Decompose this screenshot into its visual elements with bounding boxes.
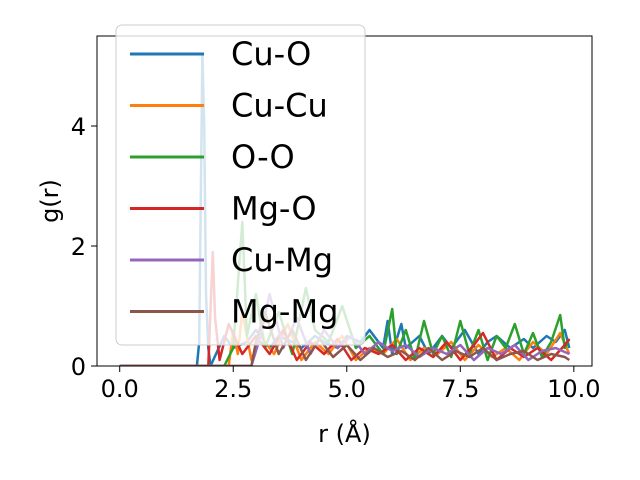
y-axis: 0 2 4: [71, 113, 97, 381]
x-axis-label: r (Å): [318, 419, 371, 448]
y-axis-label: g(r): [36, 179, 64, 223]
x-tick-label: 2.5: [214, 375, 252, 403]
x-tick-label: 0.0: [101, 375, 139, 403]
legend-label-mg-mg: Mg-Mg: [231, 293, 338, 331]
x-axis: 0.0 2.5 5.0 7.5 10.0: [101, 366, 601, 403]
legend-label-cu-o: Cu-O: [231, 35, 311, 73]
legend-label-cu-cu: Cu-Cu: [231, 87, 328, 125]
legend-label-cu-mg: Cu-Mg: [231, 241, 333, 279]
series-line-mg-mg: [119, 310, 570, 366]
y-tick-label: 4: [71, 113, 86, 141]
legend: Cu-O Cu-Cu O-O Mg-O Cu-Mg Mg-Mg: [115, 24, 366, 346]
x-tick-label: 10.0: [547, 375, 600, 403]
legend-label-mg-o: Mg-O: [231, 190, 317, 228]
legend-label-o-o: O-O: [231, 138, 295, 176]
x-tick-label: 5.0: [328, 375, 366, 403]
y-tick-label: 2: [71, 233, 86, 261]
y-tick-label: 0: [71, 353, 86, 381]
x-tick-label: 7.5: [441, 375, 479, 403]
